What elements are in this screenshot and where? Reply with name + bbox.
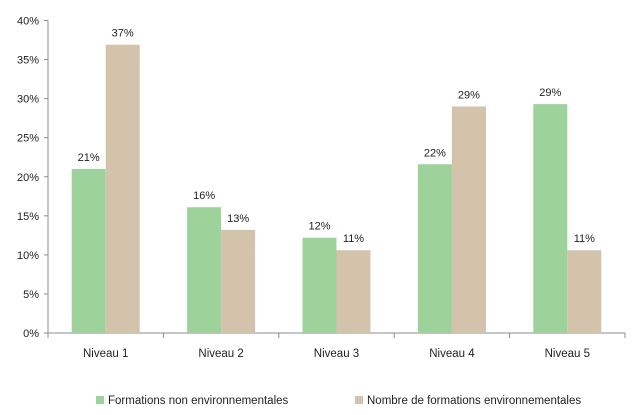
x-category-label: Niveau 4 (429, 348, 475, 360)
legend-swatch (355, 396, 363, 404)
bar-data-label: 22% (424, 147, 446, 159)
x-category-label: Niveau 3 (314, 348, 359, 360)
bar-data-label: 37% (112, 28, 134, 40)
x-category-label: Niveau 5 (545, 348, 590, 360)
chart-legend: Formations non environnementales Nombre d… (96, 395, 581, 407)
y-tick-label: 25% (17, 133, 39, 145)
y-tick-label: 0% (23, 328, 39, 340)
bar-series2 (451, 106, 486, 333)
bar-series1 (187, 207, 222, 333)
bar-data-label: 11% (574, 233, 595, 245)
y-tick-label: 40% (17, 16, 39, 28)
x-category-label: Niveau 1 (83, 348, 128, 360)
bar-series2 (336, 250, 371, 333)
bar-data-label: 12% (308, 221, 330, 233)
chart-bars (71, 44, 602, 333)
bar-data-label: 29% (458, 89, 480, 101)
y-tick-label: 30% (17, 94, 39, 106)
bar-series1 (71, 168, 106, 333)
bar-data-label: 21% (78, 152, 100, 164)
legend-label: Nombre de formations environnementales (367, 395, 581, 407)
y-tick-label: 5% (23, 289, 39, 301)
y-tick-label: 20% (17, 172, 39, 184)
x-category-label: Niveau 2 (198, 348, 243, 360)
bar-data-label: 16% (193, 190, 215, 202)
legend-label: Formations non environnementales (108, 395, 289, 407)
bar-series2 (105, 44, 140, 333)
bar-series2 (221, 229, 256, 333)
bar-data-label: 11% (343, 233, 364, 245)
bar-series2 (567, 250, 602, 333)
bar-series1 (302, 237, 337, 333)
chart-axes: 0% 5% 10% 15% 20% 25% 30% 35% 40% Niveau 1 Niveau … (17, 16, 626, 360)
bar-data-label: 29% (539, 87, 561, 99)
chart-data-labels: 21% 37% 16% 13% 12% 11% 22% 29% 29% 11% (78, 28, 595, 245)
y-tick-label: 15% (17, 211, 39, 223)
bar-series1 (533, 104, 568, 333)
y-tick-label: 10% (17, 250, 39, 262)
bar-data-label: 13% (227, 213, 249, 225)
bar-series1 (417, 164, 452, 333)
legend-swatch (96, 396, 104, 404)
y-tick-label: 35% (17, 55, 39, 67)
